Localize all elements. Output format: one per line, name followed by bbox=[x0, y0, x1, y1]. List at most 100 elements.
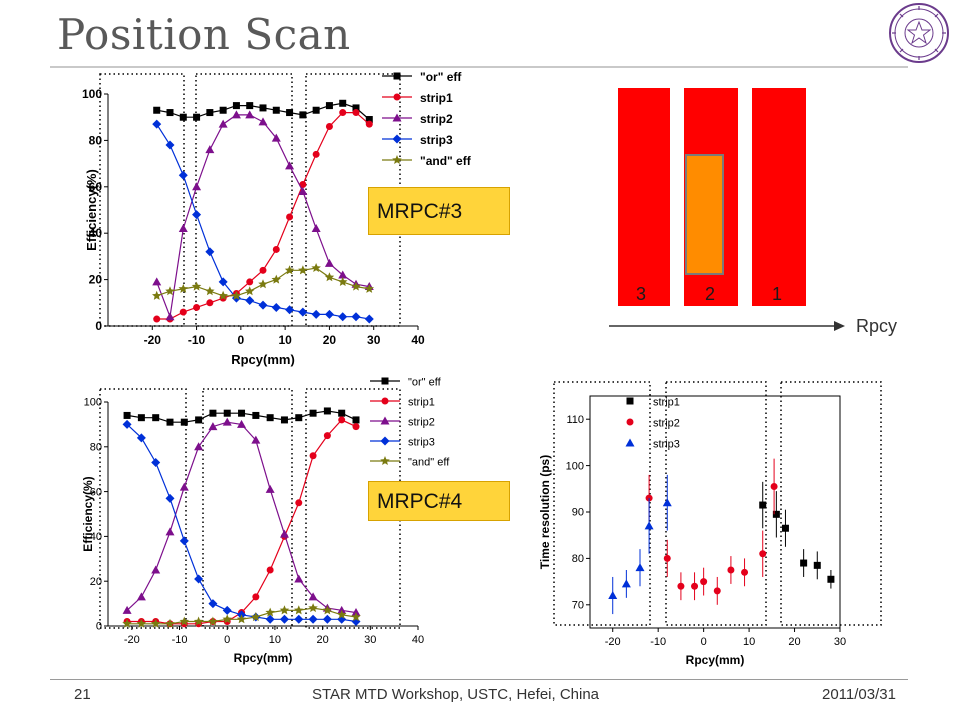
and-eff-point bbox=[136, 618, 147, 628]
legend-strip3-marker bbox=[625, 438, 635, 447]
strip1-point bbox=[325, 122, 333, 130]
strip1-point bbox=[252, 593, 260, 601]
y-tick-label: 0 bbox=[95, 319, 102, 333]
strip-3-label: 3 bbox=[636, 284, 646, 304]
or-eff-point bbox=[179, 113, 187, 121]
footer-divider bbox=[50, 679, 908, 680]
strip2-point bbox=[194, 442, 204, 451]
and-eff-point bbox=[324, 272, 335, 282]
strip2-point bbox=[179, 482, 189, 491]
legend-strip2-label: strip2 bbox=[653, 418, 680, 430]
strip2-point bbox=[741, 568, 749, 576]
strip3-point bbox=[205, 247, 215, 257]
y-tick-label: 60 bbox=[89, 180, 103, 194]
footer-date: 2011/03/31 bbox=[822, 686, 896, 703]
y-tick-label: 100 bbox=[566, 460, 584, 472]
strip3-line bbox=[156, 123, 370, 320]
strip3-point bbox=[265, 614, 275, 624]
and-eff-point bbox=[311, 263, 321, 272]
x-tick-label: -10 bbox=[650, 636, 666, 648]
and-eff-point bbox=[336, 609, 347, 619]
x-tick-label: 10 bbox=[278, 333, 292, 347]
strip3-point bbox=[311, 309, 321, 319]
strip1-point bbox=[339, 109, 347, 117]
legend-strip1-marker bbox=[393, 93, 401, 101]
strip3-point bbox=[324, 309, 334, 319]
y-axis-label: Efficiency(%) bbox=[84, 169, 99, 251]
strip2-point bbox=[258, 117, 268, 126]
strip1-point bbox=[323, 432, 331, 440]
arrow-head-icon bbox=[834, 321, 845, 331]
x-tick-label: 0 bbox=[701, 636, 707, 648]
or-eff-point bbox=[339, 99, 347, 107]
or-eff-point bbox=[252, 411, 260, 419]
strip2-point bbox=[165, 312, 175, 321]
x-tick-label: 30 bbox=[834, 636, 846, 648]
strip3-point bbox=[351, 312, 361, 322]
strip1-point bbox=[827, 575, 835, 583]
and-eff-point bbox=[351, 281, 361, 291]
and-eff-point bbox=[191, 281, 202, 291]
strip1-point bbox=[246, 278, 254, 286]
series-strip1 bbox=[123, 416, 360, 628]
strip1-point bbox=[309, 452, 317, 460]
mrpc4-label: MRPC#4 bbox=[368, 481, 510, 521]
legend-strip3-marker bbox=[392, 134, 402, 144]
strip-2-label: 2 bbox=[705, 284, 715, 304]
legend-strip2-label: strip2 bbox=[408, 417, 435, 429]
or-eff-point bbox=[153, 106, 161, 114]
legend-and-eff-label: "and" eff bbox=[420, 154, 472, 168]
y-tick-label: 100 bbox=[84, 397, 102, 409]
and-eff-point bbox=[165, 618, 175, 628]
and-eff-point bbox=[152, 290, 162, 300]
or-eff-point bbox=[152, 414, 160, 422]
x-tick-label: 30 bbox=[364, 634, 376, 646]
series-strip3 bbox=[608, 474, 672, 615]
legend-and-eff-label: "and" eff bbox=[408, 457, 450, 469]
and-eff-point bbox=[179, 616, 190, 626]
and-eff-point bbox=[231, 290, 242, 300]
legend-or-eff-marker bbox=[393, 72, 401, 80]
strip1-point bbox=[352, 109, 360, 117]
strip2-point bbox=[222, 417, 232, 426]
x-tick-label: 30 bbox=[367, 333, 381, 347]
or-eff-point bbox=[280, 416, 288, 424]
series-or-eff bbox=[123, 407, 360, 426]
strip2-point bbox=[663, 554, 671, 562]
strip3-point bbox=[322, 614, 332, 624]
series-and-eff bbox=[122, 603, 361, 628]
strip3-point bbox=[165, 493, 175, 503]
strip1-point bbox=[272, 245, 280, 253]
and-eff-point bbox=[208, 616, 218, 626]
x-axis-label: Rpcy(mm) bbox=[686, 653, 745, 667]
strip2-point bbox=[245, 110, 255, 119]
strip2-point bbox=[178, 224, 188, 233]
or-eff-point bbox=[365, 116, 373, 124]
and-eff-point bbox=[178, 283, 188, 293]
or-eff-point bbox=[166, 418, 174, 426]
y-tick-label: 40 bbox=[90, 531, 102, 543]
or-eff-point bbox=[266, 414, 274, 422]
y-tick-label: 60 bbox=[90, 486, 102, 498]
or-eff-point bbox=[193, 113, 201, 121]
or-eff-point bbox=[166, 109, 174, 117]
x-tick-label: 40 bbox=[411, 333, 425, 347]
slide-title: Position Scan bbox=[57, 10, 351, 59]
strip3-point bbox=[258, 300, 268, 310]
strip3-point bbox=[621, 579, 631, 588]
or-eff-point bbox=[259, 104, 267, 112]
and-eff-point bbox=[245, 286, 255, 296]
x-tick-label: 10 bbox=[743, 636, 755, 648]
series-strip3 bbox=[152, 119, 374, 324]
or-eff-point bbox=[123, 411, 131, 419]
strip2-point bbox=[279, 529, 289, 538]
strip1-point bbox=[259, 266, 267, 274]
or-eff-point bbox=[352, 416, 360, 424]
or-eff-point bbox=[295, 414, 303, 422]
strip2-point bbox=[205, 145, 215, 154]
strip3-point bbox=[151, 457, 161, 467]
and-eff-point bbox=[122, 618, 132, 628]
strip3-point bbox=[608, 591, 618, 600]
or-eff-point bbox=[206, 109, 214, 117]
strip2-point bbox=[727, 566, 735, 574]
